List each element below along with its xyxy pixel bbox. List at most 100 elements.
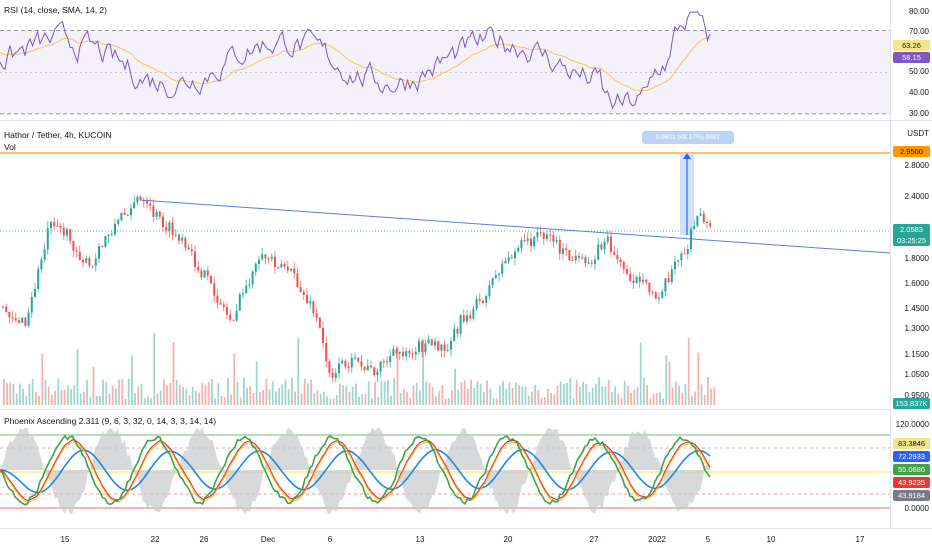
price-tick: 1.3000 xyxy=(904,324,929,333)
volume-bar xyxy=(22,388,24,405)
rsi-tick: 70.00 xyxy=(908,27,929,36)
volume-bar xyxy=(691,395,693,405)
volume-bar xyxy=(271,381,274,405)
candle-body xyxy=(203,270,206,278)
candle-body xyxy=(152,205,155,217)
candle-body xyxy=(542,232,545,240)
volume-bar xyxy=(105,382,108,405)
candle-body xyxy=(469,315,472,319)
volume-bar xyxy=(348,391,351,405)
candle-body xyxy=(242,293,244,295)
candle-body xyxy=(114,223,116,235)
candle-body xyxy=(696,215,699,227)
candle-body xyxy=(155,211,158,217)
rsi-pane[interactable]: RSI (14, close, SMA, 14, 2) xyxy=(0,0,890,120)
target-price-badge: 2.9500 xyxy=(893,146,930,157)
candle-body xyxy=(149,203,152,206)
volume-bar xyxy=(239,397,242,405)
volume-bar xyxy=(655,393,658,405)
candle-body xyxy=(21,317,24,323)
volume-bar xyxy=(99,395,101,405)
candle-body xyxy=(46,228,49,250)
candle-body xyxy=(18,320,20,323)
volume-bar xyxy=(486,380,488,405)
candle-body xyxy=(446,349,449,351)
time-axis[interactable] xyxy=(0,529,932,550)
candle-body xyxy=(584,257,587,264)
candle-body xyxy=(53,222,56,226)
volume-bar xyxy=(268,389,271,405)
candle-body xyxy=(325,342,328,362)
candle-body xyxy=(14,318,17,321)
rsi-sma-line xyxy=(0,37,711,92)
time-label: 26 xyxy=(199,535,209,544)
volume-bar xyxy=(54,390,56,405)
price-axis[interactable]: USDT 2.8000 2.4000 1.8000 1.6000 1.4500 … xyxy=(890,121,932,407)
candle-body xyxy=(184,237,187,248)
volume-bar xyxy=(425,381,428,405)
candle-body xyxy=(174,234,177,236)
candle-body xyxy=(296,273,299,288)
candle-body xyxy=(670,269,673,282)
candle-body xyxy=(610,236,612,253)
candle-body xyxy=(520,240,523,248)
candle-body xyxy=(648,282,651,293)
volume-bar xyxy=(243,377,245,405)
candle-body xyxy=(293,268,296,274)
volume-bar xyxy=(607,380,610,405)
candle-body xyxy=(488,285,491,297)
candle-body xyxy=(8,312,11,318)
price-tick: 2.4000 xyxy=(904,192,929,201)
candle-body xyxy=(450,340,452,350)
volume-bar xyxy=(188,395,191,405)
candle-body xyxy=(456,328,459,334)
volume-bar xyxy=(652,393,655,405)
volume-bar xyxy=(76,348,79,405)
pane-separator[interactable] xyxy=(0,409,932,410)
candle-body xyxy=(59,226,62,228)
volume-bar xyxy=(118,379,120,405)
price-pane[interactable]: Hathor / Tether, 4h, KUCOIN Vol 0.9601 (… xyxy=(0,121,890,407)
candle-body xyxy=(264,254,267,259)
candle-body xyxy=(504,261,507,264)
volume-bar xyxy=(137,386,140,405)
volume-bar xyxy=(255,361,258,405)
pane-separator[interactable] xyxy=(0,120,932,121)
volume-bar xyxy=(166,385,168,405)
volume-bar xyxy=(310,379,312,405)
volume-bar xyxy=(89,397,92,405)
candle-body xyxy=(354,357,356,359)
volume-bar xyxy=(159,390,162,405)
volume-bar xyxy=(396,346,399,405)
volume-bar xyxy=(534,384,536,405)
volume-bar xyxy=(179,384,181,405)
candle-body xyxy=(302,291,305,295)
candle-body xyxy=(194,251,196,267)
phoenix-tick: 120.0000 xyxy=(895,420,929,429)
candle-body xyxy=(261,254,264,260)
volume-bar xyxy=(662,398,664,405)
volume-bar xyxy=(451,390,453,405)
volume-bar xyxy=(121,379,124,405)
phoenix-badge: 43.9184 xyxy=(893,490,930,501)
currency-label: USDT xyxy=(907,129,929,138)
volume-bar xyxy=(198,392,200,405)
measure-tool-label[interactable]: 0.9601 (48.17%) 9681 xyxy=(642,131,734,144)
volume-bar xyxy=(531,391,533,405)
candle-body xyxy=(507,257,510,262)
volume-bar xyxy=(467,388,469,405)
phoenix-pane[interactable]: Phoenix Ascending 2.311 (9, 6, 3, 32, 0,… xyxy=(0,410,890,528)
volume-bar xyxy=(447,398,450,405)
candle-body xyxy=(5,306,8,313)
volume-bar xyxy=(51,394,53,405)
candle-body xyxy=(66,229,68,236)
candle-body xyxy=(683,253,686,255)
candle-body xyxy=(24,317,27,326)
candle-body xyxy=(373,367,376,376)
volume-bar xyxy=(681,392,684,405)
candle-body xyxy=(472,308,475,319)
candle-body xyxy=(107,235,110,237)
volume-bar xyxy=(499,385,501,405)
candle-body xyxy=(434,341,436,346)
volume-bar xyxy=(131,355,133,405)
